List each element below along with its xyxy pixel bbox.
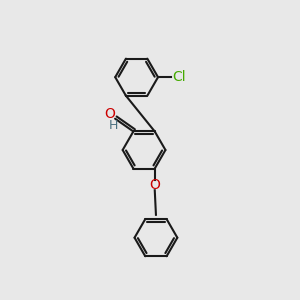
Text: O: O [149,178,160,192]
Text: O: O [104,106,115,121]
Text: H: H [109,119,118,132]
Text: Cl: Cl [172,70,186,84]
